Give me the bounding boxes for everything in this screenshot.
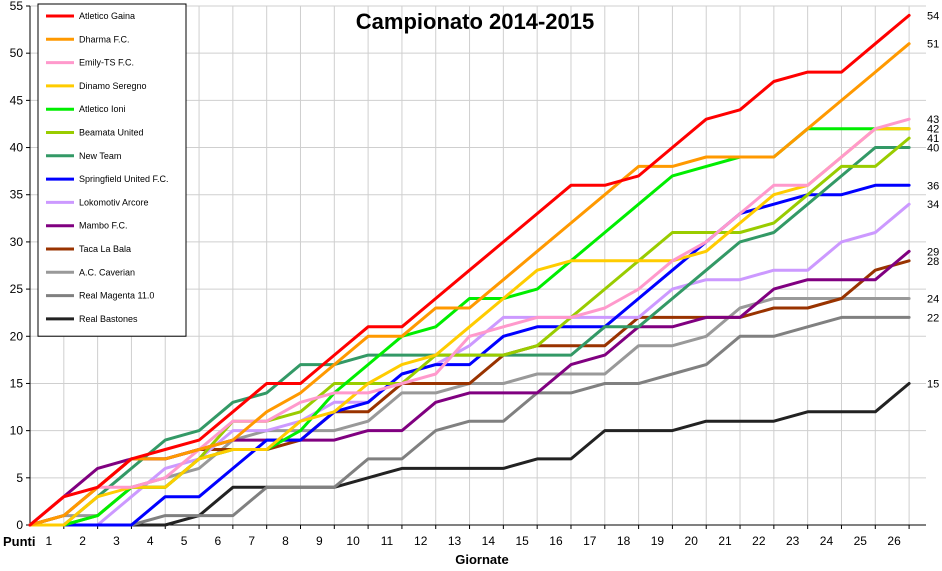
y-tick-label: 45 <box>10 93 24 107</box>
x-tick-label: 1 <box>45 534 52 548</box>
end-label: 51 <box>927 39 939 51</box>
x-tick-label: 22 <box>752 534 766 548</box>
x-tick-label: 4 <box>147 534 154 548</box>
series-line-real-magenta-11-0 <box>28 315 911 527</box>
y-tick-label: 15 <box>10 376 24 390</box>
legend-item: Beamata United <box>46 128 144 138</box>
end-label: 36 <box>927 180 939 192</box>
series-lines <box>28 13 911 527</box>
x-tick-label: 9 <box>316 534 323 548</box>
x-tick-label: 15 <box>515 534 529 548</box>
series-line-emily-ts-f-c <box>28 117 911 527</box>
y-tick-label: 50 <box>10 46 24 60</box>
legend-item: A.C. Caverian <box>46 267 135 277</box>
x-tick-label: 13 <box>448 534 462 548</box>
x-tick-label: 2 <box>79 534 86 548</box>
x-tick-label: 8 <box>282 534 289 548</box>
legend-item: Lokomotiv Arcore <box>46 197 149 207</box>
legend-item: Dharma F.C. <box>46 34 130 44</box>
legend-item: Atletico Ioni <box>46 104 126 114</box>
legend-item: Atletico Gaina <box>46 11 135 21</box>
legend-label: Dharma F.C. <box>79 34 130 44</box>
legend-label: Springfield United F.C. <box>79 174 169 184</box>
x-tick-label: 14 <box>482 534 496 548</box>
end-label: 29 <box>927 246 939 258</box>
x-axis-label: Giornate <box>455 552 508 567</box>
legend-label: Real Magenta 11.0 <box>79 291 154 301</box>
end-label: 41 <box>927 133 939 145</box>
legend-label: Beamata United <box>79 128 144 138</box>
y-tick-label: 30 <box>10 235 24 249</box>
chart-title: Campionato 2014-2015 <box>356 9 594 34</box>
series-line-springfield-united-f-c <box>28 183 911 527</box>
legend-box <box>37 3 187 337</box>
y-tick-label: 0 <box>16 518 23 532</box>
legend-item: New Team <box>46 151 121 161</box>
legend-label: New Team <box>79 151 121 161</box>
legend-item: Emily-TS F.C. <box>46 58 134 68</box>
x-tick-label: 16 <box>549 534 563 548</box>
legend-label: Atletico Gaina <box>79 11 135 21</box>
end-label: 43 <box>927 114 939 126</box>
legend-item: Mambo F.C. <box>46 221 128 231</box>
y-tick-label: 10 <box>10 424 24 438</box>
y-tick-label: 5 <box>16 471 23 485</box>
legend-label: Real Bastones <box>79 314 138 324</box>
x-tick-label: 10 <box>346 534 360 548</box>
x-tick-label: 7 <box>248 534 255 548</box>
x-tick-label: 19 <box>651 534 665 548</box>
legend-label: A.C. Caverian <box>79 267 135 277</box>
y-axis-label: Punti <box>3 534 36 549</box>
legend-label: Lokomotiv Arcore <box>79 197 149 207</box>
y-tick-label: 20 <box>10 329 24 343</box>
x-tick-label: 26 <box>887 534 901 548</box>
x-tick-label: 17 <box>583 534 597 548</box>
x-tick-label: 11 <box>381 534 394 548</box>
x-tick-label: 23 <box>786 534 800 548</box>
legend-label: Atletico Ioni <box>79 104 126 114</box>
series-line-atletico-gaina <box>28 13 911 527</box>
legend-label: Mambo F.C. <box>79 221 128 231</box>
legend-item: Taca La Bala <box>46 244 131 254</box>
legend-item: Springfield United F.C. <box>46 174 169 184</box>
x-tick-label: 12 <box>414 534 428 548</box>
end-label: 42 <box>927 124 939 136</box>
legend-label: Taca La Bala <box>79 244 131 254</box>
legend: Atletico Gaina Dharma F.C. Emily-TS F.C. Di… <box>37 3 187 337</box>
x-tick-label: 20 <box>685 534 699 548</box>
x-tick-label: 24 <box>820 534 834 548</box>
series-line-real-bastones <box>28 382 911 527</box>
legend-label: Emily-TS F.C. <box>79 58 134 68</box>
end-label: 34 <box>927 199 939 211</box>
x-tick-label: 6 <box>215 534 222 548</box>
series-line-dinamo-seregno <box>28 127 911 527</box>
x-tick-labels: 1 2 3 4 5 6 7 8 9 10 11 12 13 14 15 16 17 18 19 20 21 22 23 24 2… <box>45 534 901 548</box>
y-tick-label: 35 <box>10 188 24 202</box>
x-tick-label: 21 <box>718 534 732 548</box>
end-label: 24 <box>927 294 939 306</box>
y-tick-label: 25 <box>10 282 24 296</box>
legend-item: Dinamo Seregno <box>46 81 147 91</box>
end-label: 15 <box>927 378 939 390</box>
y-tick-label: 55 <box>10 0 24 13</box>
x-tick-label: 3 <box>113 534 120 548</box>
legend-item: Real Magenta 11.0 <box>46 291 154 301</box>
end-label: 22 <box>927 312 939 324</box>
y-tick-labels: 0 5 10 15 20 25 30 35 40 45 50 55 <box>10 0 24 532</box>
end-label: 40 <box>927 143 939 155</box>
legend-item: Real Bastones <box>46 314 138 324</box>
legend-label: Dinamo Seregno <box>79 81 147 91</box>
x-tick-label: 5 <box>181 534 188 548</box>
end-label: 28 <box>927 256 939 268</box>
x-tick-label: 25 <box>854 534 868 548</box>
end-label: 54 <box>927 10 939 22</box>
x-tick-label: 18 <box>617 534 631 548</box>
y-tick-label: 40 <box>10 141 24 155</box>
axes <box>26 5 926 529</box>
series-line-lokomotiv-arcore <box>28 202 911 527</box>
series-line-dharma-f-c <box>28 42 911 527</box>
